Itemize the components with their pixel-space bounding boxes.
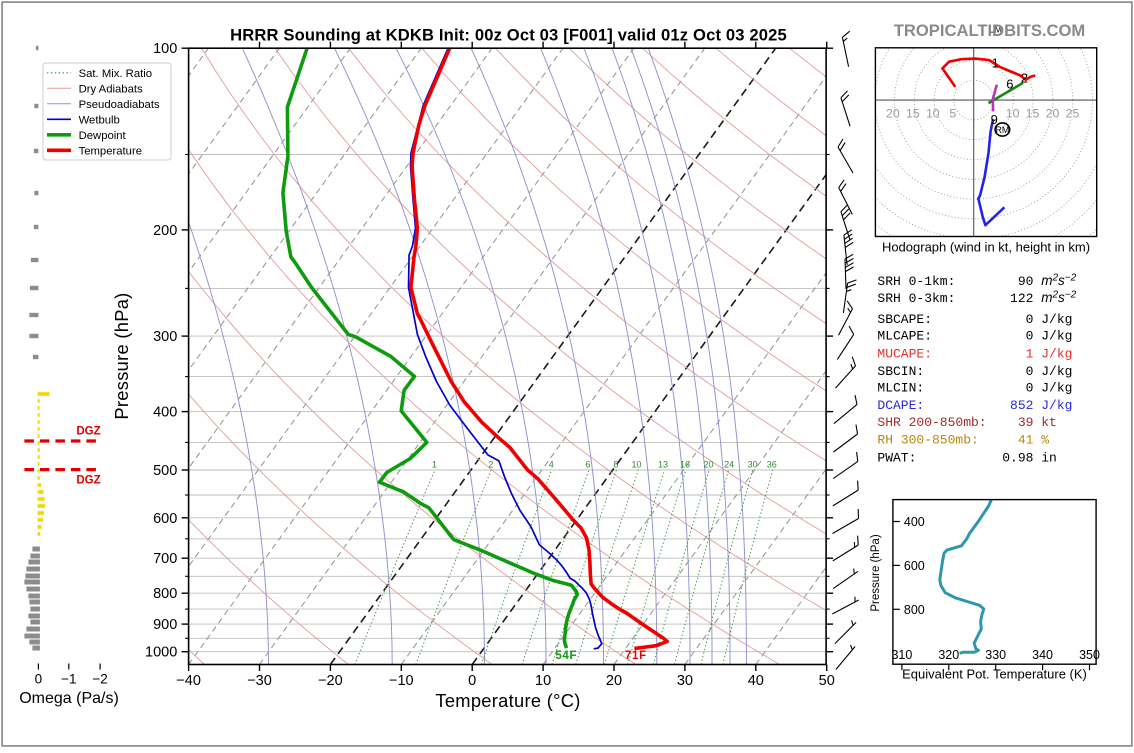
svg-text:Dewpoint: Dewpoint bbox=[79, 130, 127, 142]
svg-text:400: 400 bbox=[153, 405, 177, 421]
svg-text:−40: −40 bbox=[176, 673, 201, 689]
svg-text:SHR 200-850mb: 39 kt: SHR 200-850mb: 39 kt bbox=[877, 415, 1056, 430]
svg-text:DCAPE: 852 J/kg: DCAPE: 852 J/kg bbox=[877, 398, 1072, 413]
svg-text:DGZ: DGZ bbox=[76, 426, 100, 438]
svg-text:10: 10 bbox=[1006, 107, 1020, 121]
svg-text:Dry Adiabats: Dry Adiabats bbox=[79, 83, 143, 95]
svg-text:SRH 0-3km: 122: SRH 0-3km: 122 bbox=[877, 291, 1033, 306]
svg-text:20: 20 bbox=[606, 673, 622, 689]
svg-text:HRRR Sounding at KDKB Init: 00: HRRR Sounding at KDKB Init: 00z Oct 03 [… bbox=[230, 26, 787, 45]
svg-text:MLCIN: 0 J/kg: MLCIN: 0 J/kg bbox=[877, 381, 1072, 396]
svg-text:1000: 1000 bbox=[145, 645, 177, 661]
svg-text:71F: 71F bbox=[625, 650, 647, 662]
svg-text:−20: −20 bbox=[318, 673, 343, 689]
svg-text:Sat. Mix. Ratio: Sat. Mix. Ratio bbox=[79, 68, 152, 80]
svg-text:0: 0 bbox=[35, 672, 43, 687]
svg-text:−2: −2 bbox=[92, 672, 107, 687]
svg-text:500: 500 bbox=[153, 463, 177, 479]
svg-text:0: 0 bbox=[468, 673, 476, 689]
svg-text:25: 25 bbox=[1066, 107, 1080, 121]
svg-text:20: 20 bbox=[1046, 107, 1060, 121]
svg-text:Equivalent Pot. Temperature (K: Equivalent Pot. Temperature (K) bbox=[902, 667, 1087, 682]
svg-text:100: 100 bbox=[153, 41, 177, 57]
svg-text:RM: RM bbox=[996, 125, 1010, 135]
svg-text:340: 340 bbox=[1032, 648, 1053, 662]
svg-text:RH 300-850mb: 41 %: RH 300-850mb: 41 % bbox=[877, 433, 1049, 448]
svg-text:8: 8 bbox=[613, 460, 618, 470]
svg-text:4: 4 bbox=[549, 460, 554, 470]
svg-text:330: 330 bbox=[985, 648, 1006, 662]
svg-text:30: 30 bbox=[677, 673, 693, 689]
svg-text:310: 310 bbox=[891, 648, 912, 662]
svg-text:10: 10 bbox=[631, 460, 641, 470]
svg-text:16: 16 bbox=[680, 460, 690, 470]
svg-text:900: 900 bbox=[153, 617, 177, 633]
svg-text:400: 400 bbox=[904, 515, 925, 529]
svg-text:SBCAPE: 0 J/kg: SBCAPE: 0 J/kg bbox=[877, 312, 1072, 327]
svg-text:36: 36 bbox=[767, 460, 777, 470]
svg-text:SBCIN: 0 J/kg: SBCIN: 0 J/kg bbox=[877, 364, 1072, 379]
svg-text:15: 15 bbox=[1026, 107, 1040, 121]
svg-text:Temperature: Temperature bbox=[79, 145, 142, 157]
svg-text:10: 10 bbox=[535, 673, 551, 689]
svg-text:Pressure (hPa): Pressure (hPa) bbox=[870, 534, 882, 612]
svg-text:6: 6 bbox=[1006, 77, 1013, 92]
svg-text:1: 1 bbox=[992, 56, 999, 71]
svg-text:24: 24 bbox=[724, 460, 734, 470]
svg-text:−30: −30 bbox=[247, 673, 272, 689]
svg-text:6: 6 bbox=[585, 460, 590, 470]
svg-text:300: 300 bbox=[153, 329, 177, 345]
svg-text:50: 50 bbox=[819, 673, 835, 689]
svg-text:Temperature (°C): Temperature (°C) bbox=[435, 690, 580, 711]
svg-text:320: 320 bbox=[938, 648, 959, 662]
svg-text:Omega (Pa/s): Omega (Pa/s) bbox=[19, 690, 119, 707]
svg-text:1: 1 bbox=[432, 460, 437, 470]
svg-text:54F: 54F bbox=[555, 650, 577, 662]
svg-text:30: 30 bbox=[748, 460, 758, 470]
svg-text:−10: −10 bbox=[389, 673, 414, 689]
svg-text:2: 2 bbox=[1021, 71, 1028, 86]
svg-text:350: 350 bbox=[1079, 648, 1100, 662]
svg-text:Pressure (hPa): Pressure (hPa) bbox=[111, 292, 132, 419]
svg-text:TROPICALTIDBITS.COM: TROPICALTIDBITS.COM bbox=[894, 21, 1085, 40]
svg-text:5: 5 bbox=[949, 107, 956, 121]
svg-text:800: 800 bbox=[153, 586, 177, 602]
svg-text:MUCAPE: 1 J/kg: MUCAPE: 1 J/kg bbox=[877, 346, 1072, 361]
svg-text:20: 20 bbox=[703, 460, 713, 470]
svg-text:10: 10 bbox=[926, 107, 940, 121]
svg-text:MLCAPE: 0 J/kg: MLCAPE: 0 J/kg bbox=[877, 329, 1072, 344]
svg-text:13: 13 bbox=[658, 460, 668, 470]
svg-text:600: 600 bbox=[153, 511, 177, 527]
svg-text:40: 40 bbox=[748, 673, 764, 689]
svg-text:700: 700 bbox=[153, 551, 177, 567]
svg-text:2: 2 bbox=[488, 460, 493, 470]
svg-text:600: 600 bbox=[904, 559, 925, 573]
svg-text:Pseudoadiabats: Pseudoadiabats bbox=[79, 99, 160, 111]
svg-text:15: 15 bbox=[906, 107, 920, 121]
svg-text:Wetbulb: Wetbulb bbox=[79, 114, 120, 126]
svg-text:800: 800 bbox=[904, 603, 925, 617]
svg-text:SRH 0-1km: 90: SRH 0-1km: 90 bbox=[877, 274, 1033, 289]
svg-text:200: 200 bbox=[153, 223, 177, 239]
svg-text:PWAT: 0.98 in: PWAT: 0.98 in bbox=[877, 450, 1056, 465]
svg-text:Hodograph (wind in kt, height: Hodograph (wind in kt, height in km) bbox=[882, 240, 1090, 255]
svg-text:−1: −1 bbox=[61, 672, 76, 687]
svg-text:DGZ: DGZ bbox=[76, 475, 100, 487]
svg-text:20: 20 bbox=[886, 107, 900, 121]
